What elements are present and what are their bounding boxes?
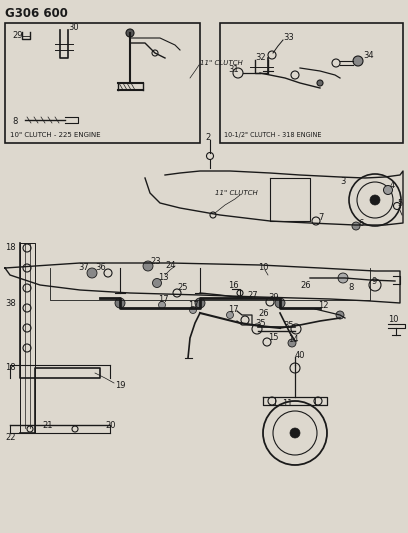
Text: 34: 34: [363, 52, 374, 61]
Text: 14: 14: [288, 335, 299, 344]
Circle shape: [195, 298, 205, 308]
Circle shape: [189, 306, 197, 313]
Text: 11" CLUTCH: 11" CLUTCH: [215, 190, 258, 196]
Text: 29: 29: [12, 30, 22, 39]
Circle shape: [352, 222, 360, 230]
Text: 31: 31: [228, 66, 239, 75]
Circle shape: [353, 56, 363, 66]
Circle shape: [370, 195, 380, 205]
Text: 40: 40: [295, 351, 306, 359]
Text: 27: 27: [247, 290, 257, 300]
Text: 10-1/2" CLUTCH - 318 ENGINE: 10-1/2" CLUTCH - 318 ENGINE: [224, 132, 322, 138]
Text: 6: 6: [358, 219, 364, 228]
Text: 22: 22: [5, 433, 16, 442]
Text: 17: 17: [158, 295, 169, 304]
Circle shape: [153, 279, 162, 287]
Circle shape: [288, 339, 296, 347]
Text: G306 600: G306 600: [5, 7, 68, 20]
Text: 11" CLUTCH: 11" CLUTCH: [200, 60, 243, 66]
Text: 35: 35: [255, 319, 266, 327]
Circle shape: [126, 29, 134, 37]
Text: 15: 15: [268, 334, 279, 343]
Text: 17: 17: [188, 301, 199, 310]
Circle shape: [338, 273, 348, 283]
Circle shape: [384, 185, 392, 195]
Text: 26: 26: [300, 280, 310, 289]
Text: 19: 19: [115, 381, 126, 390]
Circle shape: [226, 311, 233, 319]
Text: 3: 3: [340, 176, 346, 185]
Text: 10: 10: [388, 316, 399, 325]
Text: 4: 4: [390, 182, 395, 190]
Text: 37: 37: [78, 263, 89, 272]
Circle shape: [290, 428, 300, 438]
Text: 17: 17: [228, 305, 239, 314]
Text: 36: 36: [95, 263, 106, 272]
Text: 38: 38: [5, 298, 16, 308]
Text: 2: 2: [205, 133, 210, 142]
Circle shape: [317, 80, 323, 86]
Text: 7: 7: [318, 214, 324, 222]
Circle shape: [143, 261, 153, 271]
Circle shape: [336, 311, 344, 319]
Text: 23: 23: [150, 256, 161, 265]
Text: 8: 8: [12, 117, 18, 125]
Text: 24: 24: [165, 261, 175, 270]
Text: 20: 20: [105, 421, 115, 430]
Text: 16: 16: [228, 281, 239, 290]
Text: 25: 25: [177, 284, 188, 293]
Text: 33: 33: [283, 34, 294, 43]
Circle shape: [115, 298, 125, 308]
Text: 10" CLUTCH - 225 ENGINE: 10" CLUTCH - 225 ENGINE: [10, 132, 101, 138]
Text: 5: 5: [397, 198, 402, 207]
Text: 10: 10: [258, 263, 268, 272]
Text: 21: 21: [42, 421, 53, 430]
Text: 30: 30: [68, 23, 79, 33]
Circle shape: [158, 302, 166, 309]
Text: 13: 13: [158, 273, 169, 282]
Text: 18: 18: [5, 364, 16, 373]
Circle shape: [275, 298, 285, 308]
Text: 9: 9: [372, 277, 377, 286]
Text: 39: 39: [268, 294, 279, 303]
Text: 12: 12: [318, 301, 328, 310]
Text: 18: 18: [5, 244, 16, 253]
Bar: [5, 23, 200, 143]
Bar: [220, 23, 403, 143]
Text: 8: 8: [348, 284, 353, 293]
Text: 11: 11: [282, 399, 293, 408]
Text: 35: 35: [283, 320, 294, 329]
Circle shape: [87, 268, 97, 278]
Text: 32: 32: [255, 52, 266, 61]
Text: 26: 26: [258, 309, 268, 318]
